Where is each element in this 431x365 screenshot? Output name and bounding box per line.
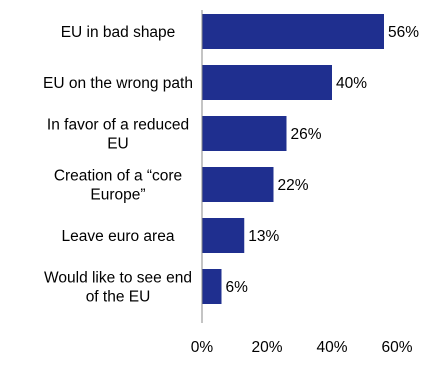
x-tick-label-1: 20% bbox=[251, 339, 282, 356]
category-label-3-line-0: Creation of a “core bbox=[54, 168, 182, 185]
bar-2 bbox=[202, 116, 287, 151]
value-label-3: 22% bbox=[278, 177, 309, 194]
x-tick-label-3: 60% bbox=[381, 339, 412, 356]
value-label-5: 6% bbox=[226, 279, 249, 296]
value-label-4: 13% bbox=[248, 228, 279, 245]
bar-4 bbox=[202, 218, 245, 253]
bar-5 bbox=[202, 269, 222, 304]
category-label-2-line-1: EU bbox=[107, 136, 129, 153]
value-label-0: 56% bbox=[388, 24, 419, 41]
bar-3 bbox=[202, 167, 274, 202]
bar-0 bbox=[202, 14, 384, 49]
x-tick-label-0: 0% bbox=[191, 339, 214, 356]
value-label-1: 40% bbox=[336, 75, 367, 92]
category-label-2-line-0: In favor of a reduced bbox=[47, 117, 189, 134]
category-label-4: Leave euro area bbox=[62, 228, 175, 245]
x-tick-label-2: 40% bbox=[316, 339, 347, 356]
category-label-0: EU in bad shape bbox=[61, 24, 176, 41]
value-label-2: 26% bbox=[291, 126, 322, 143]
bar-1 bbox=[202, 65, 332, 100]
category-label-5-line-1: of the EU bbox=[86, 289, 151, 306]
category-label-5-line-0: Would like to see end bbox=[44, 270, 192, 287]
category-label-3-line-1: Europe” bbox=[90, 187, 145, 204]
category-label-1: EU on the wrong path bbox=[43, 75, 193, 92]
